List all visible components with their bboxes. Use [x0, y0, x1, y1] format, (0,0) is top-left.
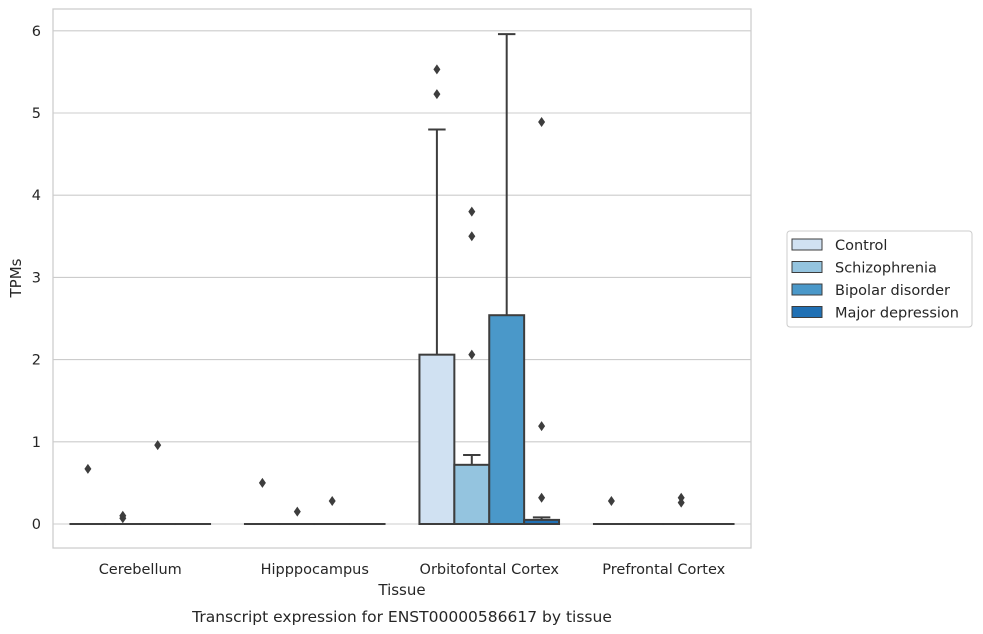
- outlier-point: [468, 231, 476, 242]
- y-tick-label: 3: [32, 270, 41, 286]
- outlier-point: [328, 495, 336, 506]
- legend-swatch: [791, 261, 823, 273]
- outlier-point: [84, 463, 92, 474]
- box-control: [592, 495, 630, 526]
- y-tick-label: 2: [32, 353, 41, 369]
- box-body: [418, 353, 456, 525]
- x-tick-label: Cerebellum: [99, 562, 182, 578]
- outlier-point: [538, 492, 546, 503]
- x-tick-label: Prefrontal Cortex: [602, 562, 725, 578]
- grid-lines: [53, 30, 751, 525]
- box-schizophrenia: [104, 510, 142, 526]
- y-tick-label: 0: [32, 517, 41, 533]
- outlier-point: [538, 117, 546, 128]
- box-bipolar-disorder: [139, 440, 177, 526]
- legend-frame: [786, 230, 973, 328]
- box-series: [69, 33, 735, 526]
- outlier-point: [538, 421, 546, 432]
- plot-area-frame: [52, 8, 752, 549]
- outlier-point: [468, 349, 476, 360]
- box-bipolar-disorder: [313, 495, 351, 526]
- outlier-point: [607, 495, 615, 506]
- box-major-depression: [523, 117, 561, 526]
- y-axis-label: TPMs: [7, 258, 25, 298]
- box-control: [243, 477, 281, 526]
- chart-title: Transcript expression for ENST0000058661…: [191, 608, 612, 626]
- legend-swatch: [791, 283, 823, 296]
- box-control: [418, 64, 456, 525]
- box-body: [488, 314, 526, 525]
- outlier-point: [258, 477, 266, 488]
- x-tick-label: Hipppocampus: [261, 562, 369, 578]
- x-tick-label: Orbitofontal Cortex: [420, 562, 560, 578]
- y-tick-label: 4: [32, 188, 41, 204]
- legend-swatch: [791, 306, 823, 318]
- y-tick-label: 5: [32, 106, 41, 122]
- legend: Control Schizophrenia Bipolar disorder Majo…: [786, 230, 973, 328]
- legend-swatch: [791, 238, 823, 251]
- outlier-point: [119, 510, 127, 521]
- box-bipolar-disorder: [488, 33, 526, 525]
- legend-label: Schizophrenia: [835, 261, 937, 277]
- y-tick-label: 1: [32, 435, 41, 451]
- outlier-point: [677, 492, 685, 503]
- legend-label: Bipolar disorder: [835, 283, 950, 299]
- outlier-point: [433, 64, 441, 75]
- box-control: [69, 463, 107, 526]
- x-axis-label: Tissue: [377, 581, 425, 599]
- y-tick-label: 6: [32, 24, 41, 40]
- legend-label: Major depression: [835, 306, 959, 322]
- box-body: [453, 463, 491, 526]
- outlier-point: [293, 506, 301, 517]
- legend-label: Control: [835, 238, 887, 254]
- outlier-point: [154, 440, 162, 451]
- outlier-point: [433, 89, 441, 100]
- box-bipolar-disorder: [662, 492, 700, 526]
- x-tick-labels: Cerebellum Hipppocampus Orbitofontal Corte…: [99, 562, 726, 578]
- box-schizophrenia: [453, 206, 491, 526]
- outlier-point: [468, 206, 476, 217]
- y-tick-labels: 0 1 2 3 4 5 6: [32, 24, 41, 533]
- box-schizophrenia: [278, 506, 316, 526]
